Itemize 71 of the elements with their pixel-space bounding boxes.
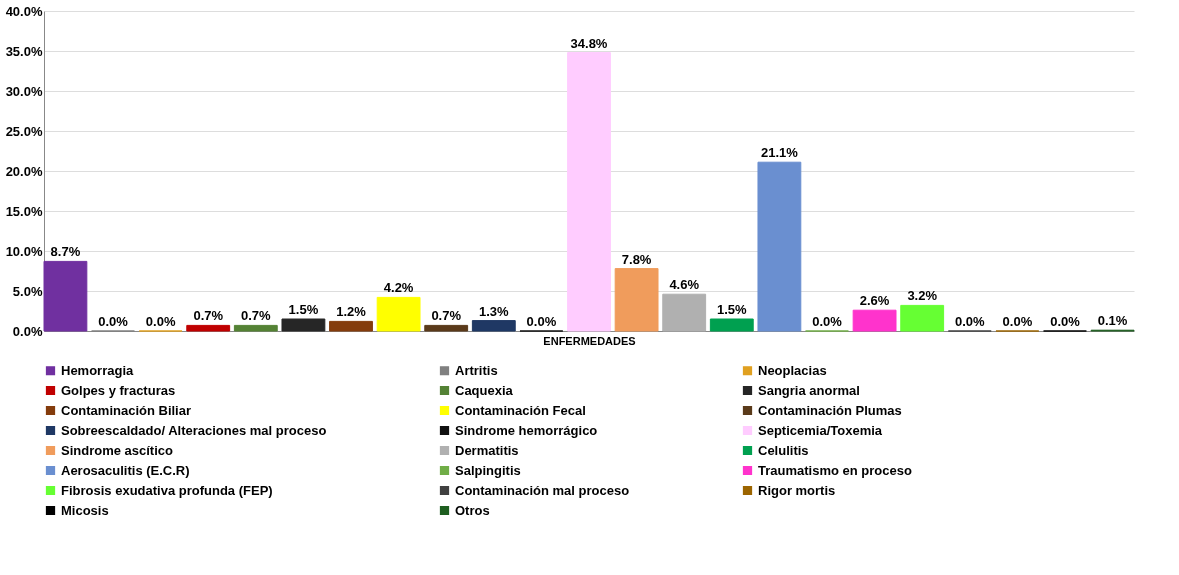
y-tick-label: 10.0% — [5, 243, 43, 259]
legend-label: Aerosaculitis (E.C.R) — [61, 462, 190, 478]
data-label: 0.0% — [145, 314, 176, 329]
legend-label: Dermatitis — [455, 442, 519, 458]
data-label: 0.7% — [431, 308, 462, 324]
legend-label: Caquexia — [455, 382, 514, 398]
data-label: 0.0% — [1050, 314, 1081, 329]
bar — [376, 296, 421, 332]
data-label: 0.0% — [1002, 314, 1033, 329]
legend-label: Septicemia/Toxemia — [758, 422, 883, 438]
y-tick-label: 30.0% — [5, 83, 43, 99]
bar — [852, 309, 897, 332]
y-tick-label: 20.0% — [5, 163, 43, 179]
data-label: 21.1% — [760, 145, 799, 161]
data-label: 1.2% — [336, 304, 367, 320]
legend-label: Celulitis — [758, 442, 809, 458]
data-label: 0.1% — [1097, 313, 1128, 329]
legend-label: Hemorragia — [61, 362, 135, 378]
data-label: 1.5% — [716, 302, 748, 317]
data-label: 0.0% — [954, 314, 986, 329]
legend-label: Sindrome hemorrágico — [455, 422, 598, 438]
y-tick-label: 25.0% — [5, 123, 43, 139]
legend-label: Sobreescaldado/ Alteraciones mal proceso — [61, 422, 327, 438]
bar — [186, 324, 231, 332]
data-label: 2.6% — [859, 293, 890, 309]
legend-label: Contaminación Fecal — [455, 402, 586, 418]
data-label: 4.6% — [669, 277, 700, 293]
bar — [662, 293, 707, 332]
bar — [471, 320, 516, 332]
legend-label: Salpingitis — [455, 462, 521, 478]
y-tick-label: 5.0% — [12, 283, 43, 299]
x-axis-title: ENFERMEDADES — [543, 334, 636, 347]
bar — [329, 320, 373, 332]
data-label: 1.5% — [288, 302, 319, 317]
bar — [709, 318, 754, 332]
bar — [43, 260, 88, 332]
legend-label: Traumatismo en proceso — [758, 462, 912, 478]
legend-label: Golpes y fracturas — [61, 382, 176, 398]
y-tick-label: 40.0% — [5, 3, 43, 19]
legend-label: Contaminación Biliar — [61, 402, 192, 418]
data-label: 34.8% — [570, 35, 608, 51]
data-label: 8.7% — [50, 244, 81, 260]
data-label: 4.2% — [383, 280, 414, 296]
data-label: 0.0% — [812, 314, 843, 329]
bar — [233, 324, 278, 332]
data-label: 0.7% — [240, 308, 272, 324]
data-label: 3.2% — [907, 288, 938, 304]
bar — [900, 304, 945, 332]
y-tick-label: 15.0% — [5, 203, 43, 219]
legend-label: Rigor mortis — [758, 482, 836, 498]
data-label: 0.7% — [193, 308, 224, 324]
legend-label: Sindrome ascítico — [61, 442, 174, 458]
data-label: 1.3% — [478, 303, 510, 319]
bar — [567, 52, 611, 332]
legend-label: Contaminación mal proceso — [455, 482, 630, 498]
data-label: 7.8% — [621, 251, 652, 267]
bar — [424, 324, 469, 332]
bar — [757, 161, 802, 332]
y-tick-label: 0.0% — [12, 323, 43, 339]
bar — [614, 268, 659, 332]
y-tick-label: 35.0% — [5, 43, 43, 59]
data-label: 0.0% — [98, 314, 129, 329]
legend-label: Micosis — [61, 502, 109, 518]
legend-label: Artritis — [455, 362, 498, 378]
legend-label: Neoplacias — [758, 362, 827, 378]
legend-label: Otros — [455, 502, 490, 518]
data-label: 0.0% — [526, 314, 557, 329]
bar — [281, 318, 326, 332]
legend-label: Fibrosis exudativa profunda (FEP) — [61, 482, 273, 498]
legend-label: Sangria anormal — [758, 382, 860, 398]
legend-label: Contaminación Plumas — [758, 402, 902, 418]
